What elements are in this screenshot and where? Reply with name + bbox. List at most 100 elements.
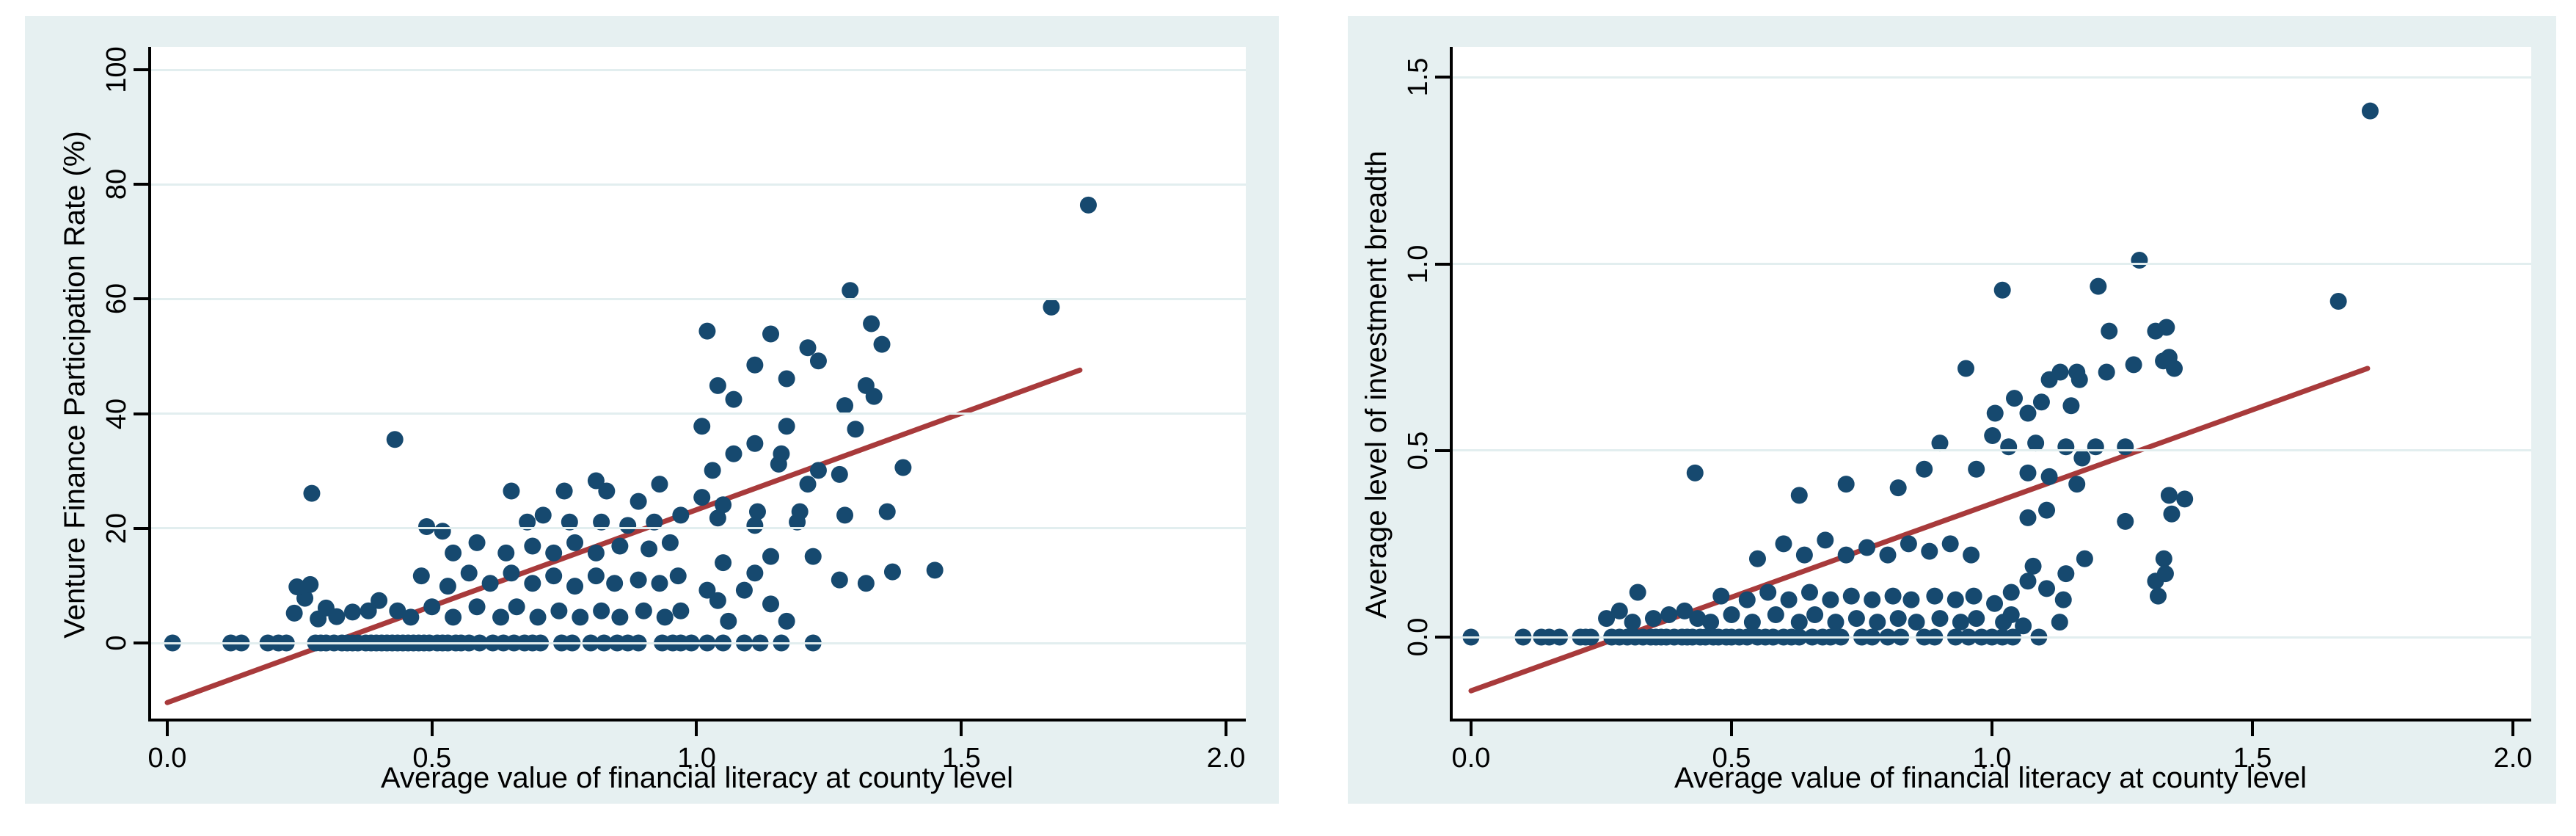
data-point bbox=[1963, 546, 1980, 564]
data-point bbox=[748, 503, 766, 520]
data-point bbox=[2051, 363, 2069, 381]
data-point bbox=[791, 503, 809, 520]
data-point bbox=[1847, 610, 1865, 628]
data-point bbox=[534, 506, 552, 524]
data-point bbox=[693, 418, 711, 435]
data-point bbox=[894, 459, 912, 476]
data-point bbox=[2038, 501, 2056, 519]
data-point bbox=[555, 482, 573, 500]
data-point bbox=[1702, 614, 1720, 631]
data-point bbox=[402, 608, 420, 626]
data-point bbox=[566, 578, 584, 595]
data-point bbox=[611, 537, 629, 555]
data-point bbox=[503, 564, 520, 582]
data-point bbox=[762, 548, 780, 565]
data-point bbox=[587, 472, 605, 490]
x-tick-label: 0.5 bbox=[412, 743, 452, 774]
data-point bbox=[669, 567, 687, 585]
data-point bbox=[1889, 610, 1907, 628]
data-point bbox=[423, 598, 441, 616]
data-point bbox=[2176, 490, 2194, 508]
data-point bbox=[2125, 356, 2142, 374]
data-point bbox=[1900, 535, 1917, 553]
data-point bbox=[285, 604, 303, 622]
data-point bbox=[2000, 438, 2018, 456]
data-point bbox=[2149, 587, 2167, 605]
data-point bbox=[709, 377, 726, 394]
data-point bbox=[2165, 360, 2183, 377]
y-tick-label: 0.0 bbox=[1403, 617, 1434, 657]
data-point bbox=[651, 476, 668, 493]
data-point bbox=[1908, 614, 1925, 631]
y-tick bbox=[134, 68, 148, 71]
data-point bbox=[831, 465, 848, 483]
data-point bbox=[445, 608, 462, 626]
data-point bbox=[1767, 606, 1784, 624]
data-point bbox=[809, 352, 827, 370]
data-point bbox=[572, 608, 589, 626]
data-point bbox=[847, 421, 864, 438]
data-point bbox=[746, 356, 764, 374]
data-point bbox=[497, 544, 515, 561]
data-point bbox=[593, 513, 610, 531]
data-point bbox=[386, 431, 404, 448]
data-point bbox=[492, 608, 510, 626]
data-point bbox=[878, 503, 896, 520]
x-tick bbox=[1729, 721, 1733, 736]
data-point bbox=[1984, 426, 2002, 444]
data-point bbox=[550, 602, 568, 619]
data-point bbox=[656, 608, 674, 626]
y-tick-label: 1.5 bbox=[1403, 58, 1434, 97]
data-point bbox=[1842, 587, 1860, 605]
data-point bbox=[2155, 550, 2172, 567]
y-tick bbox=[134, 641, 148, 644]
data-point bbox=[799, 339, 817, 357]
data-point bbox=[1712, 587, 1730, 605]
gridline bbox=[151, 297, 1246, 300]
scatter-panel-right: Average level of investment breadth Aver… bbox=[1348, 16, 2556, 804]
data-point bbox=[2019, 509, 2037, 526]
data-point bbox=[2163, 505, 2181, 523]
data-point bbox=[1965, 587, 1982, 605]
data-point bbox=[1748, 550, 1766, 567]
data-point bbox=[529, 608, 547, 626]
data-point bbox=[1869, 614, 1886, 631]
data-point bbox=[2015, 617, 2032, 635]
data-point bbox=[704, 462, 721, 479]
data-point bbox=[545, 544, 563, 561]
x-tick-label: 1.0 bbox=[677, 743, 716, 774]
data-point bbox=[2019, 464, 2037, 481]
data-point bbox=[762, 595, 780, 613]
x-tick-label: 0.0 bbox=[147, 743, 187, 774]
data-point bbox=[1795, 546, 1813, 564]
data-point bbox=[1817, 531, 1834, 549]
gridline bbox=[1453, 263, 2531, 266]
data-point bbox=[1775, 535, 1792, 553]
gridline bbox=[1453, 636, 2531, 639]
data-point bbox=[1610, 602, 1628, 619]
data-point bbox=[561, 513, 578, 531]
data-point bbox=[2038, 580, 2056, 597]
data-point bbox=[2062, 397, 2080, 415]
data-point bbox=[926, 561, 944, 579]
data-point bbox=[857, 575, 875, 592]
data-point bbox=[1822, 591, 1839, 608]
x-tick-label: 2.0 bbox=[1206, 743, 1246, 774]
data-point bbox=[1957, 360, 1974, 377]
data-point bbox=[360, 602, 377, 619]
gridline bbox=[1453, 449, 2531, 452]
data-point bbox=[371, 592, 388, 609]
data-point bbox=[1806, 606, 1824, 624]
data-point bbox=[865, 388, 883, 405]
data-point bbox=[883, 563, 901, 581]
data-point bbox=[693, 489, 711, 506]
data-point bbox=[1941, 535, 1959, 553]
data-point bbox=[746, 517, 764, 534]
data-point bbox=[468, 598, 486, 616]
data-point bbox=[698, 581, 716, 599]
data-point bbox=[2040, 468, 2058, 485]
data-point bbox=[418, 517, 436, 535]
data-point bbox=[508, 598, 525, 616]
data-point bbox=[1931, 610, 1949, 628]
data-point bbox=[836, 397, 854, 415]
